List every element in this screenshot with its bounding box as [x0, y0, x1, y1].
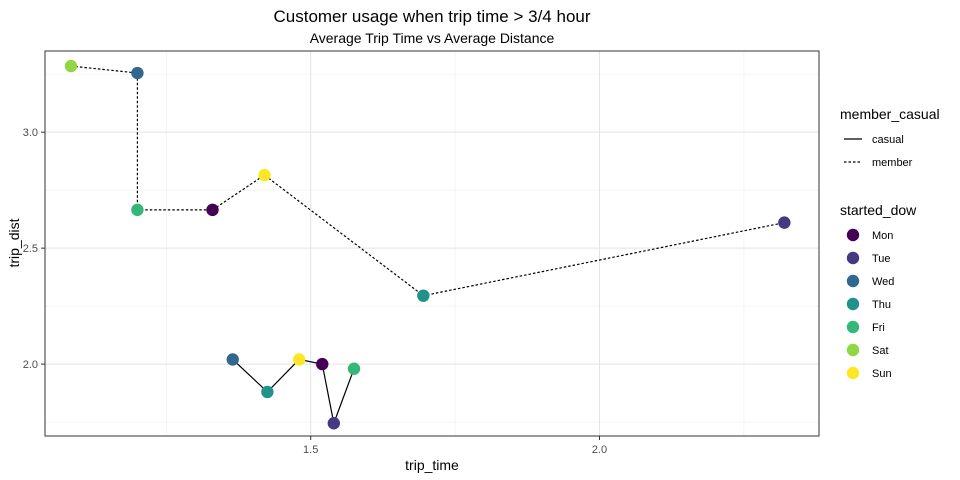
legend-swatch-mon	[846, 228, 860, 242]
legend-label-fri: Fri	[872, 322, 885, 334]
data-point-member-thu	[417, 289, 430, 302]
legend-swatch-sun	[846, 366, 860, 380]
legend-swatch-tue	[846, 251, 860, 265]
legend-label-casual: casual	[872, 134, 904, 146]
chart-subtitle: Average Trip Time vs Average Distance	[310, 30, 555, 46]
data-point-member-wed	[131, 66, 144, 80]
legend-swatch-wed	[846, 274, 860, 288]
data-point-member-sat	[64, 59, 78, 73]
chart-title: Customer usage when trip time > 3/4 hour	[273, 7, 590, 26]
data-point-casual-thu	[261, 385, 274, 399]
legend-label-thu: Thu	[872, 299, 891, 311]
legend-label-sat: Sat	[872, 345, 889, 357]
data-point-member-fri	[131, 203, 144, 217]
x-axis-title: trip_time	[405, 457, 459, 473]
linetype-legend-title: member_casual	[840, 106, 940, 122]
data-point-casual-sun	[292, 353, 306, 366]
legend-label-tue: Tue	[872, 253, 891, 265]
series-points	[64, 59, 791, 430]
legend-swatch-thu	[846, 297, 860, 311]
y-tick-label: 3.0	[23, 127, 38, 139]
legend-swatch-fri	[846, 320, 860, 334]
minor-gridlines	[45, 51, 819, 436]
x-tick-label: 2.0	[592, 444, 607, 456]
y-axis-title: trip_dist	[6, 218, 22, 267]
x-axis: 1.5 2.0	[303, 436, 607, 456]
color-legend-title: started_dow	[840, 202, 917, 218]
plot-area	[44, 50, 820, 437]
data-point-casual-wed	[226, 353, 239, 366]
data-point-casual-fri	[347, 362, 361, 375]
legend-label-sun: Sun	[872, 368, 892, 380]
legend-label-mon: Mon	[872, 230, 893, 242]
color-legend: started_dow Mon Tue Wed Thu Fri Sat Sun	[840, 202, 917, 380]
linetype-legend: member_casual casual member	[840, 106, 940, 169]
plot-background	[45, 51, 819, 436]
y-tick-label: 2.0	[23, 359, 38, 371]
legend-label-wed: Wed	[872, 276, 894, 288]
data-point-casual-tue	[327, 417, 341, 430]
major-gridlines	[45, 51, 819, 436]
data-point-casual-mon	[316, 357, 329, 371]
legend-label-member: member	[872, 157, 913, 169]
data-point-member-tue	[778, 216, 791, 229]
y-axis: 2.0 2.5 3.0	[23, 127, 45, 371]
y-tick-label: 2.5	[23, 243, 38, 255]
x-tick-label: 1.5	[303, 444, 318, 456]
data-point-member-sun	[258, 168, 271, 182]
legend-swatch-sat	[846, 343, 860, 357]
data-point-member-mon	[206, 203, 219, 217]
series-line-casual	[232, 358, 355, 426]
plot-border	[44, 50, 820, 437]
